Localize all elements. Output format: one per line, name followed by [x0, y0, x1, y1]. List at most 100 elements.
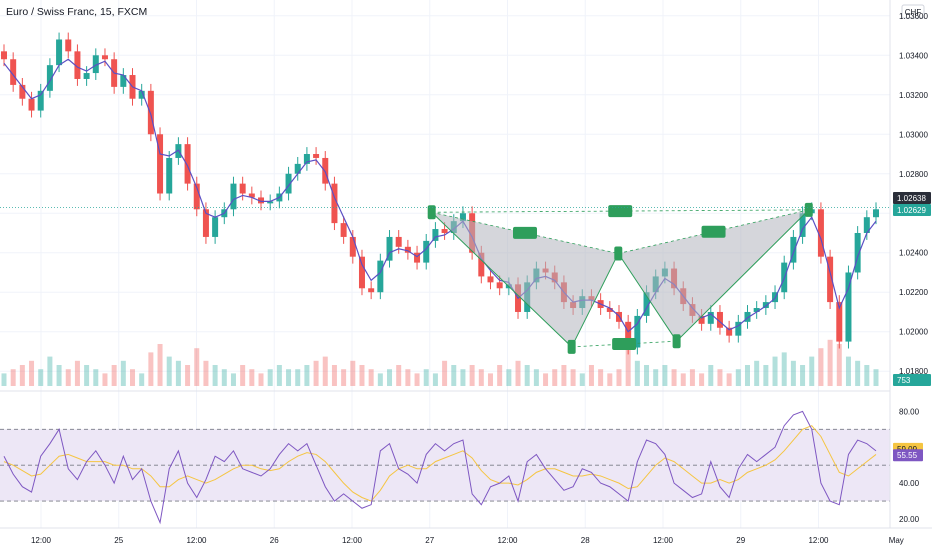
price-tick-label: 1.03400 [899, 51, 928, 60]
volume-bar [708, 365, 714, 386]
candle-body [790, 236, 797, 263]
price-axis-background [890, 0, 932, 550]
candle-body [166, 157, 173, 194]
candle-body [147, 90, 154, 135]
volume-bar [29, 360, 35, 386]
volume-bar [102, 373, 108, 386]
candle-body [863, 217, 870, 233]
candle-body [395, 236, 402, 247]
volume-bar [864, 365, 870, 386]
volume-bar [111, 365, 117, 386]
candle-body [441, 229, 448, 233]
currency-badge [901, 4, 925, 19]
candle-body [10, 59, 17, 85]
pattern-ratio-badge [512, 226, 537, 239]
volume-bar [460, 369, 466, 386]
time-tick-label: 29 [736, 536, 745, 545]
candle-body [285, 173, 292, 194]
volume-bar [689, 369, 695, 386]
candle-body [423, 240, 430, 263]
volume-bar [855, 360, 861, 386]
volume-bar [653, 369, 659, 386]
volume-bar [634, 360, 640, 386]
candle-body [157, 134, 164, 194]
pattern-ratio-badge [612, 338, 637, 351]
volume-bar [10, 369, 16, 386]
volume-bar [451, 365, 457, 386]
candle-body [377, 260, 384, 293]
volume-bar [175, 360, 181, 386]
candle-body [698, 315, 705, 324]
volume-bar [772, 356, 778, 386]
volume-bar [533, 369, 539, 386]
volume-bar [781, 352, 787, 386]
rsi-tick-label: 20.00 [899, 515, 920, 524]
pattern-point-marker [614, 246, 623, 261]
candle-body [322, 157, 329, 184]
volume-bar [396, 365, 402, 386]
volume-bar [157, 344, 163, 386]
volume-bar [442, 360, 448, 386]
volume-bar [598, 369, 604, 386]
volume-bar [56, 365, 62, 386]
volume-bar [331, 365, 337, 386]
volume-bar [322, 356, 328, 386]
volume-bar [845, 356, 851, 386]
candle-body [726, 327, 733, 336]
volume-bar [800, 365, 806, 386]
candle-body [83, 73, 90, 79]
volume-bar [469, 365, 475, 386]
candle-body [120, 75, 127, 87]
time-tick-label: 25 [114, 536, 123, 545]
volume-bar [148, 352, 154, 386]
volume-bar [827, 339, 833, 386]
volume-bar [836, 344, 842, 386]
pattern-point-marker [567, 339, 576, 354]
volume-bar [194, 348, 200, 386]
volume-bar [203, 360, 209, 386]
volume-bar [561, 365, 567, 386]
time-tick-label: 26 [270, 536, 279, 545]
candle-body [404, 246, 411, 253]
candle-body [836, 302, 843, 342]
volume-bar [524, 365, 530, 386]
price-tick-label: 1.01800 [899, 367, 928, 376]
price-tick-label: 1.03000 [899, 130, 928, 139]
candle-body [845, 272, 852, 342]
volume-bar [350, 360, 356, 386]
volume-bar [744, 365, 750, 386]
volume-bar [230, 373, 236, 386]
time-tick-label: 28 [581, 536, 590, 545]
last-price-label: 1.02638 [897, 194, 926, 203]
price-tick-label: 1.02000 [899, 328, 928, 337]
candle-body [606, 308, 613, 312]
volume-bar [543, 373, 549, 386]
volume-bar [267, 369, 273, 386]
volume-bar [341, 369, 347, 386]
volume-bar [497, 365, 503, 386]
volume-bar [680, 373, 686, 386]
candle-body [212, 217, 219, 237]
candle-body [744, 311, 751, 322]
volume-bar [671, 369, 677, 386]
price-tick-label: 1.03600 [899, 12, 928, 21]
volume-bar [166, 356, 172, 386]
candle-body [414, 252, 421, 263]
last-price-label-bg [893, 192, 931, 204]
candle-body [193, 183, 200, 210]
volume-label: 753 [897, 376, 911, 385]
volume-bar [240, 365, 246, 386]
candle-body [358, 256, 365, 289]
volume-bar [212, 365, 218, 386]
volume-bar [423, 369, 429, 386]
candle-body [258, 197, 265, 204]
rsi-line [3, 410, 877, 525]
candle-body [854, 232, 861, 273]
volume-bar [1, 373, 7, 386]
volume-bar [579, 373, 585, 386]
volume-bar [754, 360, 760, 386]
time-tick-label: 27 [425, 536, 434, 545]
volume-bar [515, 360, 521, 386]
volume-bar [368, 369, 374, 386]
